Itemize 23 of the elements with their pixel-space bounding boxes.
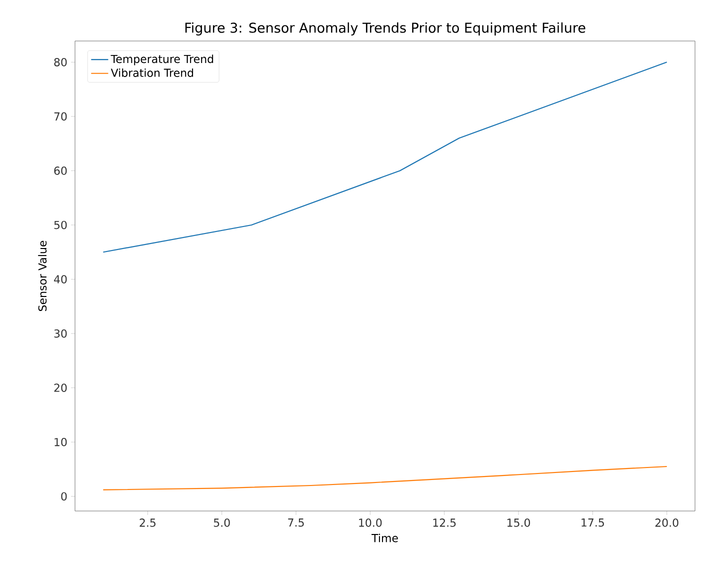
y-tick-label: 30	[54, 329, 67, 338]
y-tick-label: 20	[54, 384, 67, 392]
x-axis-title: Time	[372, 534, 398, 542]
y-axis-title: Sensor Value	[38, 240, 47, 311]
x-tick-label: 12.5	[433, 518, 456, 527]
x-tick-label: 15.0	[507, 518, 530, 527]
x-tick-label: 7.5	[288, 518, 304, 527]
y-tick-label: 40	[54, 275, 67, 284]
x-tick-label: 10.0	[359, 518, 382, 527]
chart-title: Figure 3: Sensor Anomaly Trends Prior to Equipment Failure	[185, 22, 586, 36]
x-tick-label: 17.5	[582, 518, 604, 527]
y-tick-label: 60	[54, 166, 67, 175]
y-tick-label: 10	[54, 438, 67, 446]
legend-label: Vibration Trend	[110, 68, 194, 77]
y-tick-label: 70	[54, 112, 67, 121]
y-tick-label: 0	[61, 492, 67, 501]
y-tick-label: 50	[54, 220, 67, 230]
x-tick-label: 5.0	[214, 518, 230, 527]
line-series	[102, 466, 668, 490]
legend-label: Temperature Trend	[110, 54, 214, 66]
y-tick-label: 80	[54, 58, 67, 66]
x-tick-label: 20.0	[655, 518, 678, 527]
x-tick-label: 2.5	[140, 518, 156, 527]
